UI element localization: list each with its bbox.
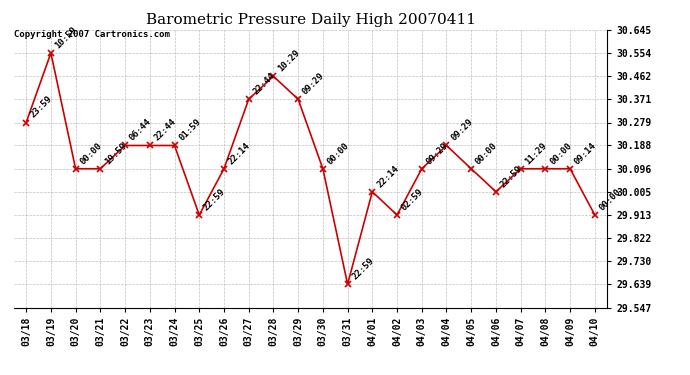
Text: 00:00: 00:00 [598,187,623,212]
Text: 01:59: 01:59 [177,117,203,143]
Text: 06:44: 06:44 [128,117,153,143]
Text: 09:14: 09:14 [573,141,598,166]
Text: 22:59: 22:59 [499,164,524,189]
Text: 02:59: 02:59 [400,187,425,212]
Text: Copyright 2007 Cartronics.com: Copyright 2007 Cartronics.com [14,30,170,39]
Text: 22:59: 22:59 [351,256,376,282]
Text: 00:00: 00:00 [548,141,573,166]
Text: 00:00: 00:00 [79,141,103,166]
Text: 19:59: 19:59 [103,141,128,166]
Text: 10:59: 10:59 [54,25,79,50]
Text: 09:29: 09:29 [301,71,326,96]
Text: 10:29: 10:29 [276,48,302,74]
Text: 23:59: 23:59 [29,94,55,120]
Text: 11:29: 11:29 [524,141,549,166]
Text: 22:59: 22:59 [202,187,228,212]
Text: 22:14: 22:14 [227,141,252,166]
Text: 22:44: 22:44 [152,117,178,143]
Text: 09:29: 09:29 [449,117,475,143]
Text: 22:14: 22:14 [375,164,400,189]
Text: 00:00: 00:00 [326,141,351,166]
Text: 09:29: 09:29 [424,141,450,166]
Title: Barometric Pressure Daily High 20070411: Barometric Pressure Daily High 20070411 [146,13,475,27]
Text: 22:44: 22:44 [251,71,277,96]
Text: 00:00: 00:00 [474,141,500,166]
